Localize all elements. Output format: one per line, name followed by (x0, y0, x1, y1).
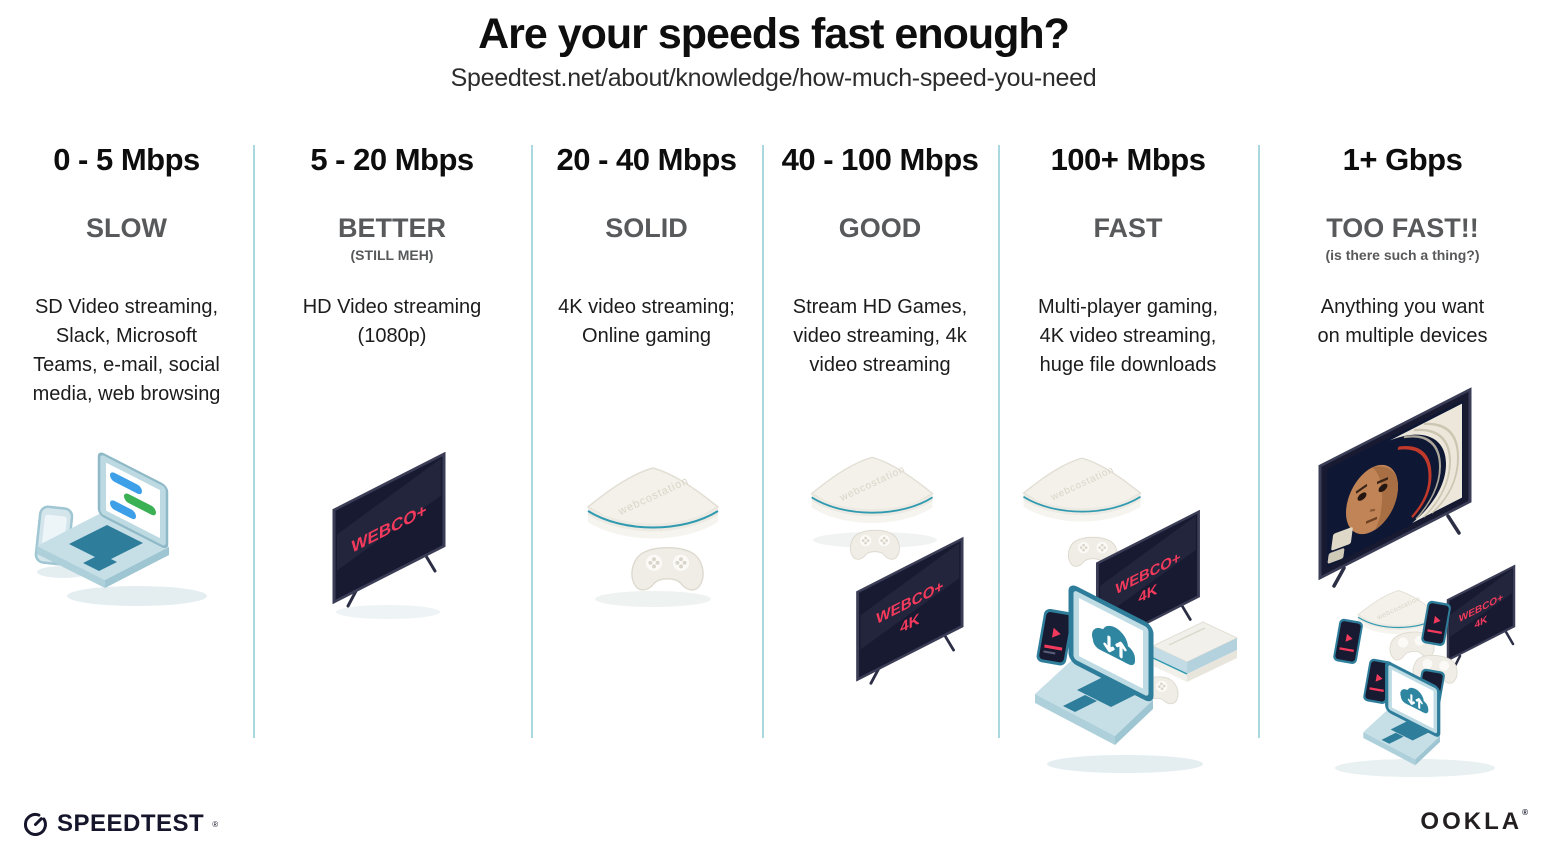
game-console-icon: webcostation (586, 467, 720, 539)
controller-icon (849, 529, 900, 560)
speed-range-label: 5 - 20 Mbps (310, 142, 474, 177)
column-divider (1258, 145, 1260, 738)
game-console-icon: webcostation (810, 456, 934, 523)
game-console-icon: webcostation (1022, 457, 1142, 522)
page-title: Are your speeds fast enough? (478, 10, 1070, 58)
use-case-description: Multi-player gaming, 4K video streaming,… (1037, 296, 1219, 376)
ookla-trademark: ® (1522, 808, 1531, 817)
speedtest-logo: SPEEDTEST ® (22, 810, 218, 838)
illustration-multi-device: webcostation WEBCO+ 4K (1022, 457, 1239, 773)
rating-note: (is there such a thing?) (1325, 247, 1480, 263)
rating-label: TOO FAST!! (1326, 213, 1479, 243)
use-case-description: Stream HD Games, video streaming, 4k vid… (792, 296, 968, 376)
use-case-description: HD Video streaming (1080p) (302, 296, 482, 347)
speed-range-label: 1+ Gbps (1342, 142, 1463, 177)
column-divider (762, 145, 764, 738)
illustration-laptop-and-phone (34, 452, 207, 606)
use-case-description: SD Video streaming, Slack, Microsoft Tea… (32, 296, 221, 405)
rating-label: GOOD (838, 213, 922, 243)
laptop-cloud-icon (1035, 585, 1154, 745)
speedtest-trademark: ® (212, 819, 219, 829)
speed-range-label: 100+ Mbps (1050, 142, 1206, 177)
smartphone-video-icon (1421, 600, 1451, 646)
speedtest-wordmark: SPEEDTEST (57, 810, 205, 837)
ookla-wordmark: OOKLA (1420, 808, 1523, 835)
big-tv-movie-icon (1318, 387, 1472, 588)
tv-4k-icon: WEBCO+ 4K (856, 536, 964, 685)
tv-icon: WEBCO+ (332, 452, 446, 608)
speed-column-0-5-mbps: 0 - 5 Mbps SLOW SD Video streaming, Slac… (0, 0, 253, 780)
ookla-logo: OOKLA® (1420, 808, 1531, 836)
smartphone-video-icon (1333, 618, 1363, 664)
tv-4k-icon: WEBCO+ 4K (1446, 564, 1516, 670)
speed-column-5-20-mbps: 5 - 20 Mbps BETTER (STILL MEH) HD Video … (253, 0, 531, 780)
speedtest-gauge-icon (24, 812, 47, 836)
illustration-console-controller: webcostation (586, 467, 720, 607)
controller-icon (631, 547, 704, 591)
column-divider (253, 145, 255, 738)
playstation-console-icon (1151, 621, 1239, 682)
column-divider (531, 145, 533, 738)
laptop-cloud-icon (1363, 661, 1441, 766)
speed-range-label: 20 - 40 Mbps (556, 142, 737, 177)
use-case-description: 4K video streaming; Online gaming (558, 296, 735, 347)
illustration-tv: WEBCO+ (332, 452, 446, 619)
laptop-chat-icon (37, 452, 169, 588)
smartphone-video-icon (1036, 608, 1074, 666)
illustration-console-tv: webcostation WEBCO+ 4K (810, 456, 964, 685)
speed-column-40-100-mbps: 40 - 100 Mbps GOOD Stream HD Games, vide… (762, 0, 998, 780)
rating-label: SOLID (605, 213, 688, 243)
rating-label: BETTER (338, 213, 446, 243)
illustration-everything: WEBCO+ 4K webcostation (1318, 387, 1516, 777)
column-divider (998, 145, 1000, 738)
rating-note: (STILL MEH) (350, 247, 434, 263)
page-subtitle-url: Speedtest.net/about/knowledge/how-much-s… (450, 64, 1097, 92)
speed-column-100plus-mbps: 100+ Mbps FAST Multi-player gaming, 4K v… (998, 0, 1258, 780)
game-console-icon: webcostation (1357, 590, 1440, 635)
rating-label: FAST (1093, 213, 1163, 243)
rating-label: SLOW (86, 213, 167, 243)
speed-range-label: 40 - 100 Mbps (781, 142, 979, 177)
use-case-description: Anything you want on multiple devices (1317, 296, 1488, 347)
speed-range-label: 0 - 5 Mbps (53, 142, 200, 177)
speed-column-20-40-mbps: 20 - 40 Mbps SOLID 4K video streaming; O… (531, 0, 762, 780)
speed-column-1plus-gbps: 1+ Gbps TOO FAST!! (is there such a thin… (1258, 0, 1547, 780)
